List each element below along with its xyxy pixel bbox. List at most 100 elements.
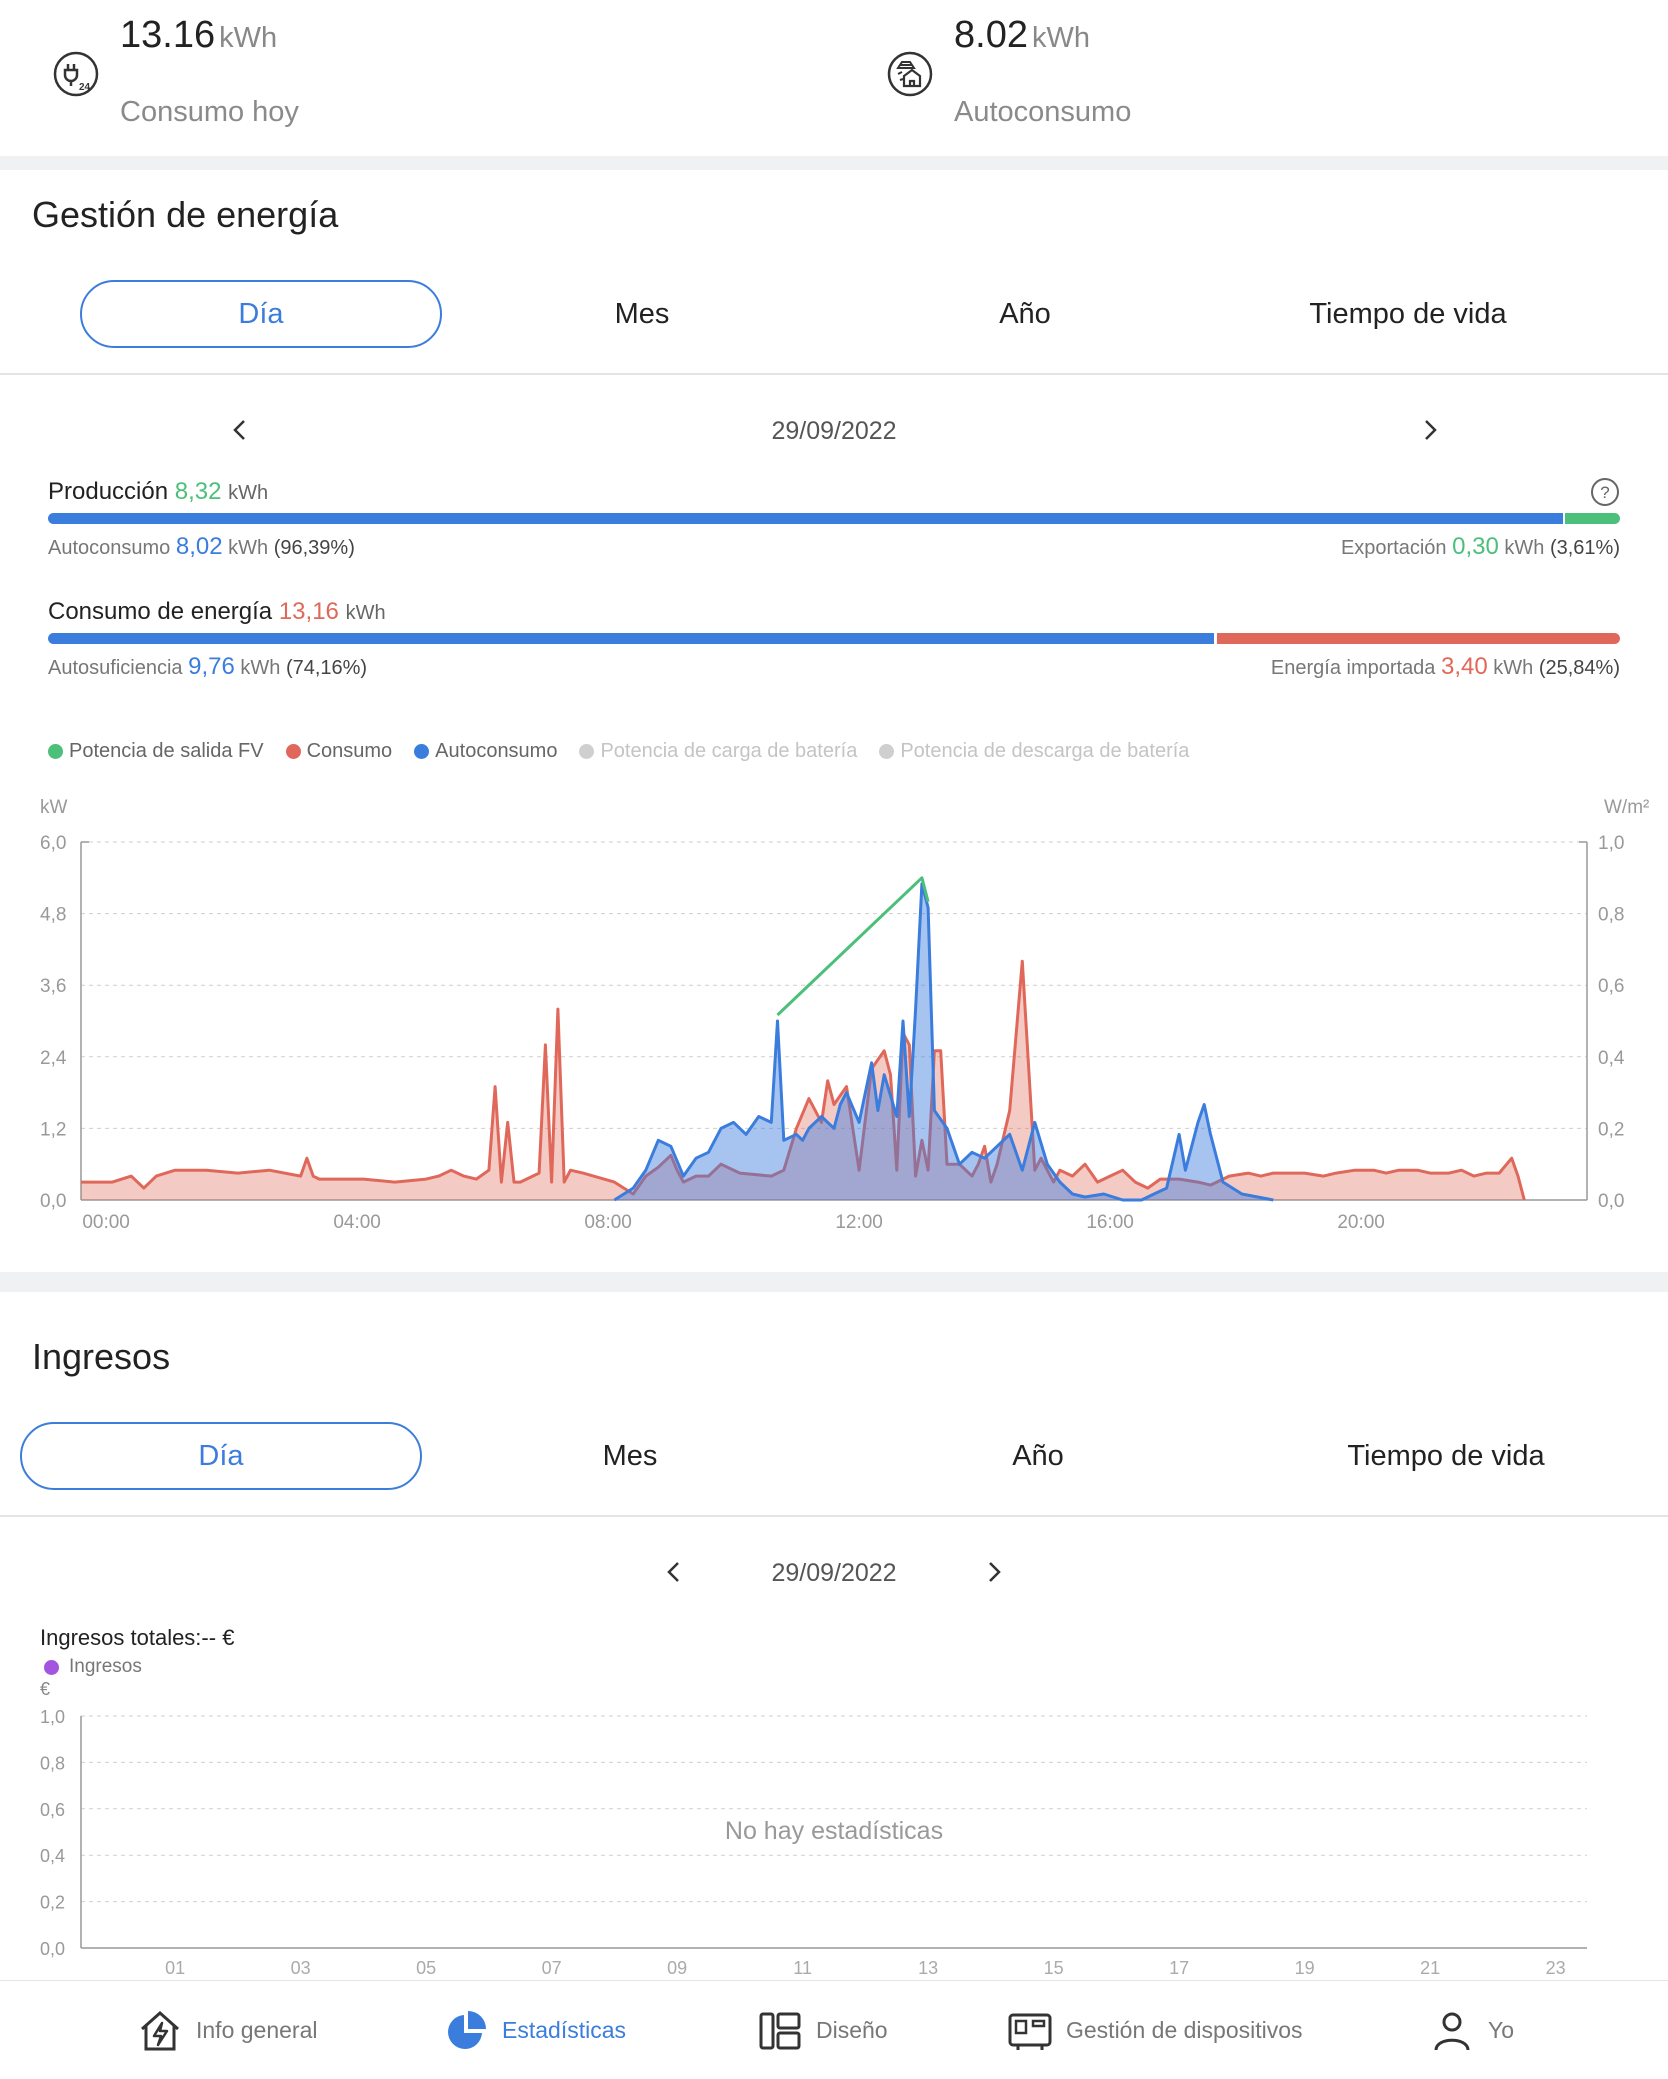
x-tick-label: 13 bbox=[918, 1958, 938, 1978]
section-divider bbox=[0, 156, 1668, 170]
self-sufficiency-segment bbox=[48, 633, 1214, 644]
y-tick-label: 0,4 bbox=[40, 1846, 65, 1866]
income-tab-year[interactable]: Año bbox=[1012, 1439, 1064, 1472]
y2-tick-label: 0,8 bbox=[1598, 905, 1624, 926]
y-tick-label: 1,0 bbox=[40, 1707, 65, 1727]
legend-item-consumption[interactable]: Consumo bbox=[285, 740, 393, 763]
layout-icon bbox=[759, 2012, 801, 2049]
income-tab-month[interactable]: Mes bbox=[602, 1439, 658, 1472]
energy-tab-month[interactable]: Mes bbox=[614, 297, 670, 330]
export-detail: Exportación 0,30 kWh (3,61%) bbox=[1340, 533, 1620, 560]
legend-dot bbox=[879, 744, 895, 759]
energy-tab-lifetime[interactable]: Tiempo de vida bbox=[1309, 297, 1507, 330]
x-tick-label: 11 bbox=[793, 1958, 812, 1978]
nav-label: Estadísticas bbox=[502, 2017, 626, 2043]
x-tick-label: 09 bbox=[667, 1958, 687, 1978]
x-tick-label: 12:00 bbox=[835, 1212, 883, 1233]
x-tick-label: 01 bbox=[165, 1958, 185, 1978]
consumption-title: Consumo de energía 13,16 kWh bbox=[48, 598, 386, 625]
legend-item-pv-output[interactable]: Potencia de salida FV bbox=[48, 740, 264, 763]
income-next-date-chevron-icon[interactable] bbox=[980, 1558, 1008, 1586]
legend-label: Potencia de descarga de batería bbox=[900, 740, 1190, 762]
self-consumption-detail: Autoconsumo 8,02 kWh (96,39%) bbox=[48, 533, 355, 560]
next-date-chevron-icon[interactable] bbox=[1416, 416, 1444, 444]
no-statistics-message: No hay estadísticas bbox=[725, 1817, 943, 1845]
tabs-divider bbox=[0, 1515, 1668, 1517]
x-tick-label: 05 bbox=[416, 1958, 436, 1978]
x-tick-label: 19 bbox=[1295, 1958, 1315, 1978]
production-export-segment bbox=[1565, 513, 1620, 524]
x-tick-label: 16:00 bbox=[1086, 1212, 1134, 1233]
nav-item-me[interactable]: Yo bbox=[1428, 1981, 1514, 2079]
legend-dot bbox=[579, 744, 595, 759]
nav-label: Diseño bbox=[816, 2017, 888, 2043]
pie-chart-icon bbox=[448, 2010, 486, 2049]
self-consumption-summary: 8.02 kWh Autoconsumo bbox=[886, 0, 1586, 156]
nav-item-devices[interactable]: Gestión de dispositivos bbox=[1006, 1981, 1303, 2079]
energy-section-title: Gestión de energía bbox=[32, 194, 339, 235]
income-date[interactable]: 29/09/2022 bbox=[771, 1559, 897, 1587]
income-legend[interactable]: Ingresos bbox=[44, 1656, 142, 1678]
consumption-label: Consumo hoy bbox=[120, 96, 299, 128]
legend-label: Ingresos bbox=[69, 1656, 142, 1677]
y-tick-label: 3,6 bbox=[40, 976, 66, 997]
series-area-autoconsumo bbox=[614, 883, 1274, 1200]
plug-24h-icon: 24 bbox=[53, 51, 99, 97]
y2-tick-label: 0,4 bbox=[1598, 1048, 1625, 1069]
legend-dot bbox=[48, 744, 63, 759]
imported-energy-detail: Energía importada 3,40 kWh (25,84%) bbox=[1270, 653, 1620, 680]
series-line-potencia-de-salida-fv bbox=[776, 876, 930, 1017]
nav-item-design[interactable]: Diseño bbox=[756, 1981, 888, 2079]
x-tick-label: 15 bbox=[1044, 1958, 1064, 1978]
y-tick-label: 2,4 bbox=[40, 1048, 67, 1069]
y-axis-unit: € bbox=[40, 1680, 50, 1699]
tabs-divider bbox=[0, 373, 1668, 375]
energy-chart[interactable]: kW W/m² 0,0 1,2 2,4 3,6 4,8 6,0 0,0 0,2 0,4 0,6 0,8 1… bbox=[0, 790, 1668, 1250]
energy-tab-day[interactable]: Día bbox=[80, 280, 442, 348]
nav-label: Gestión de dispositivos bbox=[1066, 2017, 1303, 2043]
income-tab-day[interactable]: Día bbox=[20, 1422, 422, 1490]
solar-house-icon bbox=[887, 51, 933, 97]
summary-bar: 24 13.16 kWh Consumo hoy 8.02 kWh Autocons… bbox=[0, 0, 1668, 156]
production-bar bbox=[48, 513, 1620, 524]
y2-tick-label: 1,0 bbox=[1598, 833, 1624, 854]
income-chart[interactable]: €0,0 0,2 0,4 0,6 0,8 1,0 01 03 05 07 09 11 13 15 17 19 2… bbox=[0, 1680, 1668, 1980]
help-question-icon[interactable]: ? bbox=[1590, 477, 1620, 507]
legend-label: Consumo bbox=[306, 740, 393, 762]
home-bolt-icon bbox=[141, 2010, 179, 2050]
prev-date-chevron-icon[interactable] bbox=[226, 416, 254, 444]
energy-tab-year[interactable]: Año bbox=[999, 297, 1051, 330]
income-tab-lifetime[interactable]: Tiempo de vida bbox=[1347, 1439, 1545, 1472]
x-tick-label: 00:00 bbox=[82, 1212, 130, 1233]
legend-item-battery-discharge[interactable]: Potencia de descarga de batería bbox=[879, 740, 1189, 763]
x-tick-label: 20:00 bbox=[1337, 1212, 1385, 1233]
production-title: Producción 8,32 kWh bbox=[48, 478, 269, 505]
y-tick-label: 6,0 bbox=[40, 833, 66, 854]
legend-dot bbox=[44, 1659, 59, 1675]
production-self-segment bbox=[48, 513, 1564, 524]
y2-axis-unit: W/m² bbox=[1604, 797, 1649, 818]
energy-date[interactable]: 29/09/2022 bbox=[771, 417, 897, 445]
nav-label: Info general bbox=[196, 2017, 318, 2043]
energy-chart-legend: Potencia de salida FV Consumo Autoconsum… bbox=[48, 740, 1189, 763]
section-divider bbox=[0, 1272, 1668, 1292]
legend-item-self-consumption[interactable]: Autoconsumo bbox=[414, 740, 557, 763]
legend-label: Potencia de salida FV bbox=[69, 740, 264, 762]
nav-item-statistics[interactable]: Estadísticas bbox=[442, 1981, 626, 2079]
self-sufficiency-detail: Autosuficiencia 9,76 kWh (74,16%) bbox=[48, 653, 368, 680]
income-total: Ingresos totales:-- € bbox=[40, 1625, 235, 1650]
legend-label: Potencia de carga de batería bbox=[600, 740, 858, 762]
nav-item-overview[interactable]: Info general bbox=[136, 1981, 317, 2079]
y-tick-label: 0,8 bbox=[40, 1753, 65, 1773]
series-line-consumo bbox=[81, 959, 1526, 1201]
self-consumption-label: Autoconsumo bbox=[954, 96, 1132, 128]
income-prev-date-chevron-icon[interactable] bbox=[660, 1558, 688, 1586]
y2-tick-label: 0,0 bbox=[1598, 1191, 1624, 1212]
y-tick-label: 1,2 bbox=[40, 1119, 66, 1140]
x-tick-label: 17 bbox=[1169, 1958, 1189, 1978]
y-tick-label: 0,2 bbox=[40, 1893, 65, 1913]
series-line-autoconsumo bbox=[613, 882, 1274, 1202]
x-tick-label: 03 bbox=[291, 1958, 311, 1978]
legend-item-battery-charge[interactable]: Potencia de carga de batería bbox=[579, 740, 857, 763]
